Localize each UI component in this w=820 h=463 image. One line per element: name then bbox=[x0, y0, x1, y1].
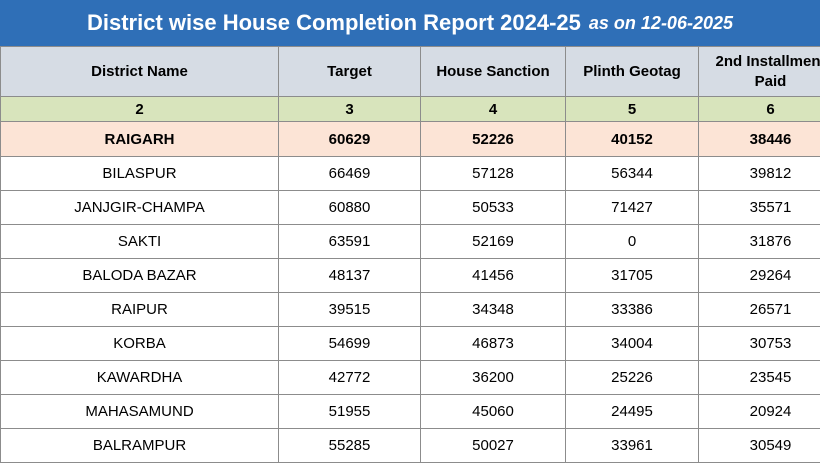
plinth-geotag-cell: 25226 bbox=[566, 361, 699, 395]
table-row: SAKTI 63591 52169 0 31876 bbox=[1, 225, 820, 259]
plinth-geotag-cell: 33961 bbox=[566, 429, 699, 463]
plinth-geotag-cell: 31705 bbox=[566, 259, 699, 293]
installment-paid-cell: 29264 bbox=[699, 259, 820, 293]
district-name-cell: BALODA BAZAR bbox=[1, 259, 279, 293]
highlighted-district-row: RAIGARH 60629 52226 40152 38446 bbox=[1, 122, 820, 157]
column-number: 3 bbox=[279, 97, 421, 122]
target-cell: 66469 bbox=[279, 157, 421, 191]
report-table: District Name Target House Sanction Plin… bbox=[0, 46, 820, 463]
plinth-geotag-cell: 33386 bbox=[566, 293, 699, 327]
target-cell: 51955 bbox=[279, 395, 421, 429]
table-row: RAIPUR 39515 34348 33386 26571 bbox=[1, 293, 820, 327]
house-sanction-cell: 52226 bbox=[421, 122, 566, 157]
header-target: Target bbox=[279, 47, 421, 97]
house-sanction-cell: 36200 bbox=[421, 361, 566, 395]
district-name-cell: MAHASAMUND bbox=[1, 395, 279, 429]
report-date: as on 12-06-2025 bbox=[589, 13, 733, 34]
installment-paid-cell: 35571 bbox=[699, 191, 820, 225]
target-cell: 60629 bbox=[279, 122, 421, 157]
column-number: 2 bbox=[1, 97, 279, 122]
header-district-name: District Name bbox=[1, 47, 279, 97]
installment-paid-cell: 23545 bbox=[699, 361, 820, 395]
plinth-geotag-cell: 0 bbox=[566, 225, 699, 259]
target-cell: 60880 bbox=[279, 191, 421, 225]
installment-paid-cell: 38446 bbox=[699, 122, 820, 157]
house-sanction-cell: 41456 bbox=[421, 259, 566, 293]
district-name-cell: SAKTI bbox=[1, 225, 279, 259]
table-row: KORBA 54699 46873 34004 30753 bbox=[1, 327, 820, 361]
column-number: 6 bbox=[699, 97, 820, 122]
installment-paid-cell: 20924 bbox=[699, 395, 820, 429]
district-name-cell: BALRAMPUR bbox=[1, 429, 279, 463]
house-sanction-cell: 46873 bbox=[421, 327, 566, 361]
installment-paid-cell: 30753 bbox=[699, 327, 820, 361]
district-name-cell: JANJGIR-CHAMPA bbox=[1, 191, 279, 225]
house-sanction-cell: 50533 bbox=[421, 191, 566, 225]
installment-paid-cell: 31876 bbox=[699, 225, 820, 259]
plinth-geotag-cell: 24495 bbox=[566, 395, 699, 429]
table-row: BILASPUR 66469 57128 56344 39812 bbox=[1, 157, 820, 191]
plinth-geotag-cell: 40152 bbox=[566, 122, 699, 157]
report-title-bar: District wise House Completion Report 20… bbox=[0, 0, 820, 46]
house-sanction-cell: 34348 bbox=[421, 293, 566, 327]
installment-paid-cell: 30549 bbox=[699, 429, 820, 463]
column-number: 4 bbox=[421, 97, 566, 122]
header-row: District Name Target House Sanction Plin… bbox=[1, 47, 820, 97]
house-sanction-cell: 52169 bbox=[421, 225, 566, 259]
target-cell: 55285 bbox=[279, 429, 421, 463]
header-plinth-geotag: Plinth Geotag bbox=[566, 47, 699, 97]
table-row: KAWARDHA 42772 36200 25226 23545 bbox=[1, 361, 820, 395]
header-house-sanction: House Sanction bbox=[421, 47, 566, 97]
column-number-row: 2 3 4 5 6 bbox=[1, 97, 820, 122]
table-row: BALODA BAZAR 48137 41456 31705 29264 bbox=[1, 259, 820, 293]
district-name-cell: KAWARDHA bbox=[1, 361, 279, 395]
target-cell: 48137 bbox=[279, 259, 421, 293]
table-row: MAHASAMUND 51955 45060 24495 20924 bbox=[1, 395, 820, 429]
district-name-cell: RAIPUR bbox=[1, 293, 279, 327]
report-title: District wise House Completion Report 20… bbox=[87, 10, 581, 36]
header-2nd-installment-paid: 2nd Installment Paid bbox=[699, 47, 820, 97]
target-cell: 39515 bbox=[279, 293, 421, 327]
district-name-cell: RAIGARH bbox=[1, 122, 279, 157]
house-sanction-cell: 45060 bbox=[421, 395, 566, 429]
column-number: 5 bbox=[566, 97, 699, 122]
target-cell: 54699 bbox=[279, 327, 421, 361]
installment-paid-cell: 39812 bbox=[699, 157, 820, 191]
plinth-geotag-cell: 56344 bbox=[566, 157, 699, 191]
district-name-cell: BILASPUR bbox=[1, 157, 279, 191]
table-row: BALRAMPUR 55285 50027 33961 30549 bbox=[1, 429, 820, 463]
target-cell: 63591 bbox=[279, 225, 421, 259]
table-row: JANJGIR-CHAMPA 60880 50533 71427 35571 bbox=[1, 191, 820, 225]
house-sanction-cell: 57128 bbox=[421, 157, 566, 191]
district-name-cell: KORBA bbox=[1, 327, 279, 361]
target-cell: 42772 bbox=[279, 361, 421, 395]
plinth-geotag-cell: 34004 bbox=[566, 327, 699, 361]
plinth-geotag-cell: 71427 bbox=[566, 191, 699, 225]
house-sanction-cell: 50027 bbox=[421, 429, 566, 463]
installment-paid-cell: 26571 bbox=[699, 293, 820, 327]
